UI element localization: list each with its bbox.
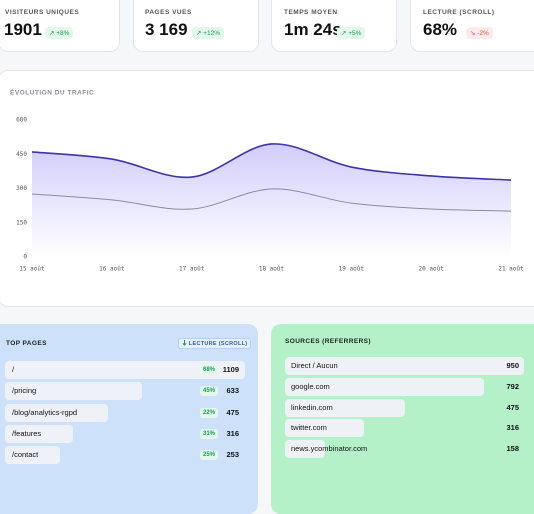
page-path: /features [12,428,42,438]
page-path: /contact [12,450,39,460]
count: 316 [506,423,519,433]
kpi-value: 1m 24s [284,20,342,39]
bar [5,403,108,422]
count: 158 [506,444,519,454]
kpi-delta: ↗ +5% [337,27,366,39]
page-path: /pricing [12,386,37,396]
kpi-card: TEMPS MOYEN 1m 24s ↗ +5% [271,0,397,52]
source-name: news.ycombinator.com [291,444,368,454]
kpi-card: PAGES VUES 3 169 ↗ +12% [133,0,259,52]
bar [285,357,524,375]
count: 475 [226,407,239,417]
count: 475 [506,402,519,412]
source-name: google.com [291,381,330,391]
kpi-label: PAGES VUES [145,9,192,16]
kpi-value: 68% [423,20,458,39]
area [32,143,511,257]
kpi-label: LECTURE (SCROLL) [423,9,495,16]
bar [285,419,365,438]
line [31,188,512,212]
chart-title: ÉVOLUTION DU TRAFIC [10,88,94,97]
arrow-icon [182,340,187,346]
kpi-label: VISITEURS UNIQUES [5,9,80,16]
panel-title: TOP PAGES [6,340,47,347]
bar [5,446,60,465]
scroll-pct: 68% [199,365,218,375]
bar [5,382,142,401]
panel-title: SOURCES (REFERRERS) [285,338,371,345]
scroll-badge: LECTURE (SCROLL) [178,338,252,349]
bar [285,440,325,459]
kpi-value: 3 169 [145,20,188,39]
count: 1109 [222,365,239,374]
y-tick-label: 450 [16,151,27,158]
y-tick-label: 300 [16,185,27,192]
y-tick-label: 150 [16,219,27,226]
kpi-delta: ↗ +12% [192,27,225,39]
count: 792 [506,381,519,391]
count: 950 [506,361,519,370]
kpi-card: VISITEURS UNIQUES 1901 ↗ +8% [0,0,120,52]
scroll-pct: 31% [199,428,218,439]
chart: ÉVOLUTION DU TRAFIC 0 150 300 450 600 15 août… [10,88,524,273]
x-tick-label: 15 août [19,266,45,273]
scroll-pct: 25% [199,450,218,461]
page-path: /blog/analytics-rgpd [12,407,78,417]
x-tick-label: 17 août [179,266,205,273]
kpi-delta: ↘ -2% [466,27,493,39]
source-name: linkedin.com [291,402,333,412]
kpi-card: LECTURE (SCROLL) 68% ↘ -2% [410,0,534,52]
page-path: / [12,365,15,374]
kpi-label: TEMPS MOYEN [284,9,338,16]
count: 316 [226,428,239,438]
x-tick-label: 18 août [259,266,285,273]
sources-panel: SOURCES (REFERRERS) Direct / Aucun 950 goo… [271,324,534,514]
bar [5,361,245,379]
x-tick-label: 20 août [419,266,445,273]
kpi-delta: ↗ +8% [45,27,74,39]
top-pages-panel: TOP PAGES LECTURE (SCROLL) / 68% 1109/pric… [0,324,258,514]
source-name: twitter.com [291,423,327,433]
count: 253 [226,450,239,460]
x-tick-label: 21 août [498,266,524,273]
badge-text: LECTURE (SCROLL) [188,341,248,347]
x-tick-label: 19 août [339,266,365,273]
line [31,143,512,181]
y-tick-label: 0 [23,254,27,261]
x-tick-label: 16 août [99,266,125,273]
scroll-pct: 22% [199,407,218,418]
source-name: Direct / Aucun [291,361,338,370]
kpi-value: 1901 [4,20,42,39]
bar [285,377,485,396]
scroll-pct: 45% [199,386,218,397]
count: 633 [226,386,239,396]
chart-card: ÉVOLUTION DU TRAFIC 0 150 300 450 600 15 août… [0,70,534,307]
y-tick-label: 600 [16,117,27,124]
bar [5,424,74,443]
bar [285,398,405,417]
